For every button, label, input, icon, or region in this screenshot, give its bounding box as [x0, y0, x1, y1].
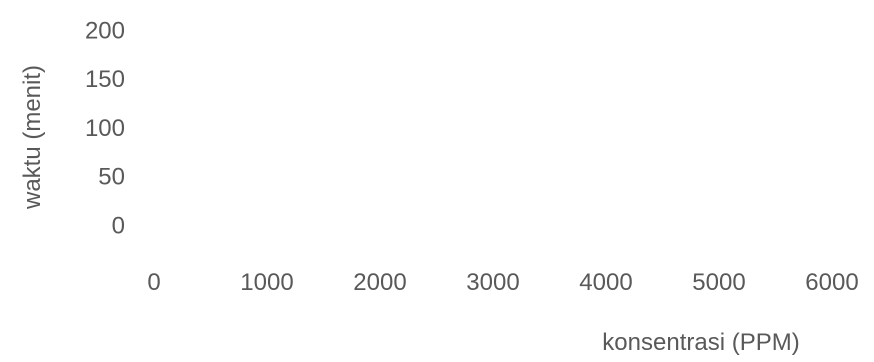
y-tick-label: 50: [98, 164, 125, 191]
x-tick-label: 1000: [240, 269, 293, 296]
x-axis-ticks: 0 1000 2000 3000 4000 5000 6000: [147, 269, 858, 296]
x-tick-label: 3000: [466, 269, 519, 296]
x-tick-label: 0: [147, 269, 160, 296]
y-tick-label: 0: [112, 212, 125, 239]
x-tick-label: 6000: [805, 269, 858, 296]
x-tick-label: 4000: [579, 269, 632, 296]
y-axis-ticks: 0 50 100 150 200: [85, 17, 125, 239]
y-tick-label: 200: [85, 17, 125, 44]
x-tick-label: 5000: [692, 269, 745, 296]
y-axis-title: waktu (menit): [19, 65, 46, 210]
y-tick-label: 150: [85, 66, 125, 93]
x-tick-label: 2000: [353, 269, 406, 296]
y-tick-label: 100: [85, 115, 125, 142]
x-axis-title: konsentrasi (PPM): [602, 329, 799, 356]
